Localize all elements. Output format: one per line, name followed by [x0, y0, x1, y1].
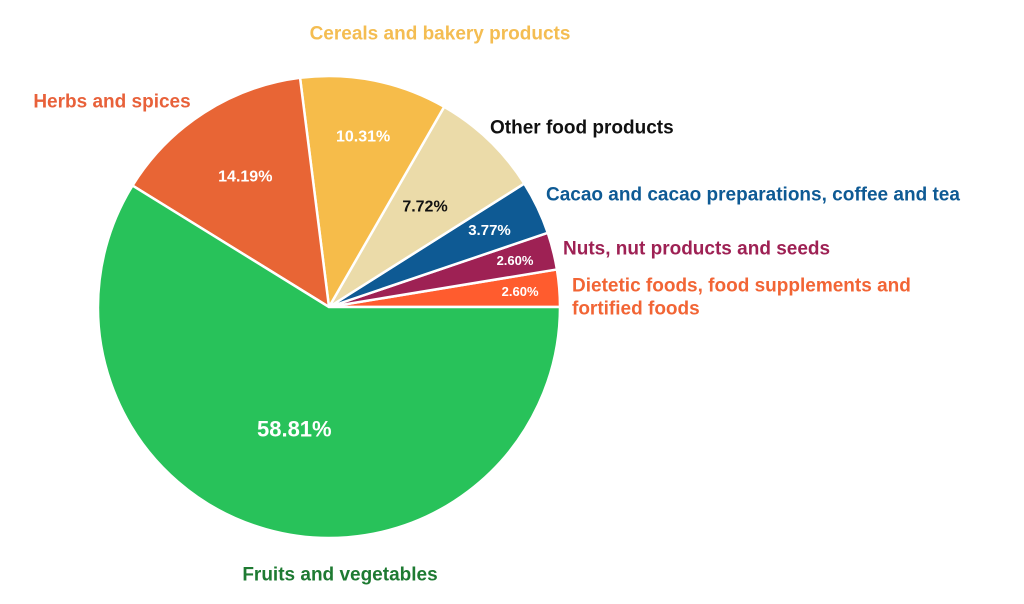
pie-slice-fruits-and-vegetables — [96, 184, 562, 540]
category-label: Nuts, nut products and seeds — [563, 239, 830, 260]
category-label: Other food products — [490, 118, 674, 139]
slice-value-label: 3.77% — [468, 222, 511, 239]
category-label: fortified foods — [572, 299, 700, 320]
slice-value-label: 58.81% — [257, 417, 332, 442]
slice-value-label: 10.31% — [336, 129, 390, 146]
category-label: Cereals and bakery products — [310, 24, 571, 45]
category-label: Dietetic foods, food supplements and — [572, 276, 911, 297]
category-label: Cacao and cacao preparations, coffee and… — [546, 185, 960, 206]
pie-slice-herbs-and-spices — [131, 76, 331, 309]
slice-value-label: 14.19% — [218, 168, 272, 185]
pie-slice-other-food-products — [327, 105, 526, 309]
category-label: Fruits and vegetables — [242, 565, 437, 586]
slice-value-label: 7.72% — [402, 199, 447, 216]
pie-slice-cereals-and-bakery-products — [298, 74, 446, 309]
slice-value-label: 2.60% — [497, 253, 534, 268]
slice-value-label: 2.60% — [502, 284, 539, 299]
category-label: Herbs and spices — [33, 92, 190, 113]
